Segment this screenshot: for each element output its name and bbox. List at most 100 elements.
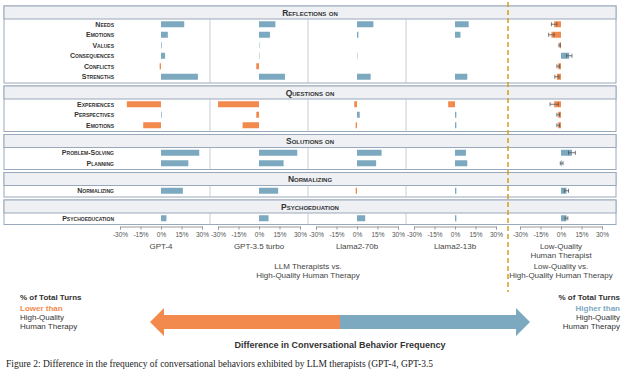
bar — [161, 74, 198, 80]
category-label: Problem-Solving — [62, 149, 114, 156]
error-cap — [567, 216, 568, 220]
category-label: Values — [92, 42, 114, 49]
panel-separator — [406, 213, 407, 225]
tick-mark — [455, 227, 456, 230]
bar — [161, 150, 199, 156]
section-title: Normalizing — [288, 174, 332, 184]
panel-separator — [308, 19, 309, 83]
category-label: Perspectives — [74, 111, 114, 118]
panel-marks — [354, 21, 381, 221]
tick: -15% — [231, 227, 246, 239]
category-label: Experiences — [77, 101, 115, 108]
panel-separator — [406, 99, 407, 132]
error-bar — [560, 163, 563, 164]
category-label: Planning — [87, 160, 115, 167]
panel-name: Llama2-13b — [434, 242, 477, 251]
panel-separator — [308, 186, 309, 198]
error-bar — [564, 190, 568, 191]
tick-mark — [398, 227, 399, 230]
error-cap — [550, 102, 551, 106]
bar — [161, 188, 183, 194]
axis-line — [415, 227, 497, 230]
legend-entry-line: Human Therapy — [563, 322, 620, 331]
error-cap — [575, 151, 576, 155]
x-axis: -30%-15%0%15%30% — [407, 227, 503, 239]
section-title: Reflections on — [282, 8, 338, 18]
error-bar — [565, 218, 568, 219]
error-cap — [558, 43, 559, 47]
tick-mark — [520, 227, 521, 230]
axis-line — [121, 227, 203, 230]
bar — [143, 122, 161, 128]
panel-group-label: LLM Therapists vs.High-Quality Human The… — [256, 262, 359, 280]
bar — [259, 150, 297, 156]
panel-marks — [127, 21, 199, 221]
tick: -15% — [133, 227, 148, 239]
section-header — [4, 86, 616, 99]
panel-separator — [210, 148, 211, 170]
bar — [455, 63, 456, 69]
tick-label: 0% — [451, 231, 461, 238]
caption: Figure 2: Difference in the frequency of… — [6, 359, 433, 370]
legend: Difference in Conversational Behavior Fr… — [20, 293, 621, 350]
error-cap — [559, 123, 560, 127]
bar — [218, 101, 259, 107]
tick-mark — [316, 227, 317, 230]
x-axis: -30%-15%0%15%30% — [211, 227, 307, 239]
bar — [560, 42, 561, 48]
error-cap — [554, 33, 555, 37]
section-box — [4, 6, 616, 83]
tick-label: 15% — [469, 231, 482, 238]
tick-mark — [218, 227, 219, 230]
section-box — [4, 200, 616, 225]
bar — [259, 53, 260, 59]
legend-entry-line: Lower than — [20, 304, 63, 313]
legend-title: % of Total Turns — [559, 293, 621, 302]
tick-label: 0% — [353, 231, 363, 238]
error-bar — [549, 34, 554, 35]
panel-group-line: High-Quality Human Therapy — [256, 271, 359, 280]
tick-label: -15% — [427, 231, 442, 238]
tick: -30% — [309, 227, 324, 239]
category-label: Emotions — [86, 31, 115, 38]
tick-mark — [141, 227, 142, 230]
panel-group-line: High-Quality Human Therapy — [509, 271, 612, 280]
bar — [357, 74, 371, 80]
bar — [455, 150, 466, 156]
panel-marks — [218, 21, 297, 221]
tick: 0% — [157, 227, 167, 239]
tick-label: 15% — [273, 231, 286, 238]
x-axis: -30%-15%0%15%30% — [309, 227, 405, 239]
bar — [448, 101, 455, 107]
bar — [259, 21, 275, 27]
section-header — [4, 135, 616, 148]
x-axis: -30%-15%0%15%30% — [513, 227, 609, 239]
bar — [357, 150, 382, 156]
bar — [455, 21, 469, 27]
tick-label: 0% — [157, 231, 167, 238]
tick: 30% — [294, 227, 307, 239]
panel-separator — [406, 186, 407, 198]
tick-mark — [300, 227, 301, 230]
tick-mark — [239, 227, 240, 230]
tick-mark — [496, 227, 497, 230]
panel-separator — [406, 19, 407, 83]
bar — [161, 42, 163, 48]
section-header — [4, 200, 616, 213]
section-title: Questions on — [286, 88, 335, 98]
tick-label: 0% — [557, 231, 567, 238]
tick-mark — [337, 227, 338, 230]
axis-line — [317, 227, 399, 230]
bar — [455, 53, 456, 59]
category-label: Conflicts — [84, 63, 115, 70]
tick: 0% — [353, 227, 363, 239]
tick: 0% — [255, 227, 265, 239]
legend-arrow-higher — [340, 308, 530, 336]
legend-entry-line: Higher than — [576, 304, 621, 313]
category-label: Strengths — [82, 73, 115, 80]
axis-line — [219, 227, 301, 230]
error-bar — [569, 152, 576, 153]
bar — [455, 188, 456, 194]
section-box — [4, 86, 616, 132]
error-cap — [551, 22, 552, 26]
